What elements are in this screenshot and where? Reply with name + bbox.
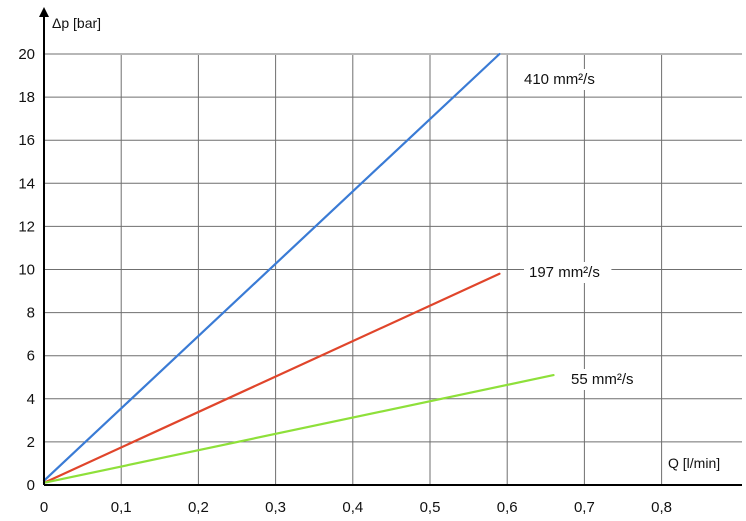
series-labels: 410 mm²/s 197 mm²/s 55 mm²/s [519, 69, 645, 390]
series-line [42, 272, 501, 484]
y-tick-label: 16 [18, 132, 35, 149]
x-tick-label: 0 [40, 499, 48, 516]
y-tick-label: 2 [27, 434, 35, 451]
x-axis-label: Q [l/min] [668, 455, 720, 471]
x-tick-label: 0,6 [497, 499, 518, 516]
y-tick-label: 4 [27, 391, 35, 408]
series-line [42, 52, 501, 482]
series-label: 410 mm²/s [524, 71, 595, 88]
y-tick-label: 0 [27, 477, 35, 494]
y-tick-label: 10 [18, 262, 35, 279]
y-tick-label: 14 [18, 175, 35, 192]
y-tick-label: 20 [18, 46, 35, 63]
x-tick-label: 0,2 [188, 499, 209, 516]
series-label-background [566, 369, 645, 390]
series-label-background [519, 69, 607, 90]
x-tick-label: 0,7 [574, 499, 595, 516]
x-tick-label: 0,3 [265, 499, 286, 516]
x-tick-label: 0,4 [342, 499, 363, 516]
series-label-background [524, 262, 612, 283]
series-label: 55 mm²/s [571, 371, 634, 388]
axes [39, 7, 742, 486]
series-lines [42, 52, 555, 484]
x-tick-label: 0,8 [651, 499, 672, 516]
x-tick-label: 0,1 [111, 499, 132, 516]
series-line [42, 373, 555, 484]
y-tick-label: 8 [27, 305, 35, 322]
y-tick-label: 6 [27, 348, 35, 365]
series-label: 197 mm²/s [529, 264, 600, 281]
y-tick-label: 12 [18, 218, 35, 235]
grid [44, 53, 742, 485]
y-axis-label: Δp [bar] [52, 15, 101, 31]
x-tick-label: 0,5 [420, 499, 441, 516]
tick-labels: 0 2 4 6 8 10 12 14 16 18 20 0 0,1 0,2 0,3 0,4 0,5 0,6 0,7 0… [18, 46, 672, 516]
y-tick-label: 18 [18, 89, 35, 106]
